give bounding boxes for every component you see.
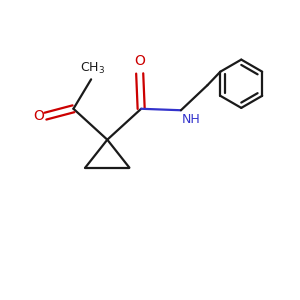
- Text: O: O: [34, 109, 44, 122]
- Text: CH$_3$: CH$_3$: [80, 61, 105, 76]
- Text: NH: NH: [182, 112, 201, 126]
- Text: O: O: [134, 54, 145, 68]
